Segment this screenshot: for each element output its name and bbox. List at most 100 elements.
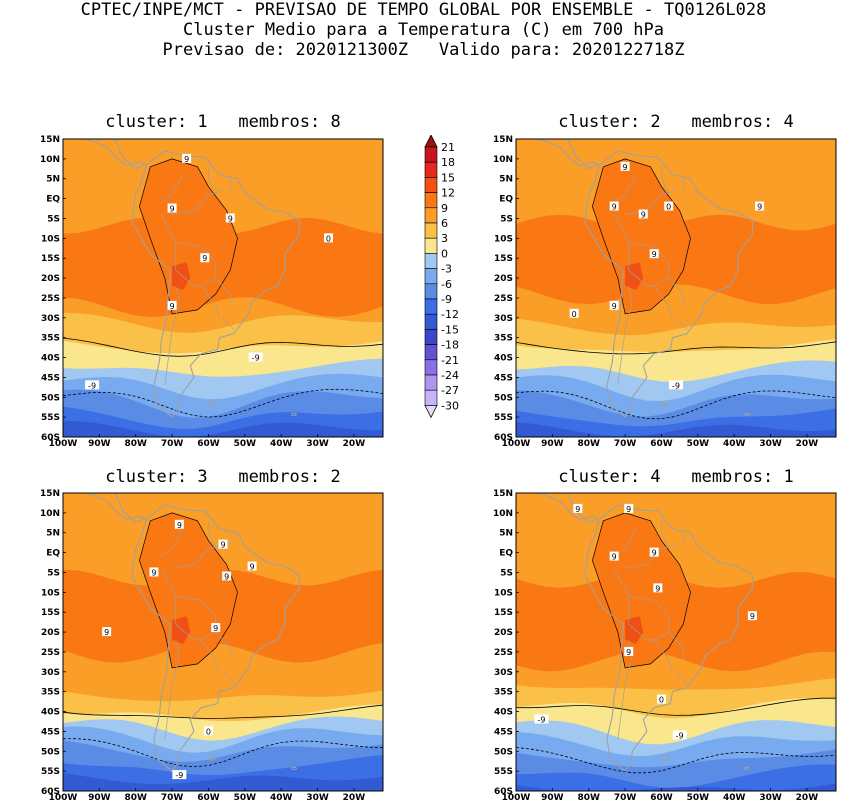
- subtitle-variable: Cluster Medio para a Temperatura (C) em …: [182, 20, 665, 40]
- contour-label: 9: [755, 201, 765, 212]
- latitude-label: 50S: [494, 747, 513, 757]
- latitude-label: 10N: [493, 509, 513, 519]
- svg-text:9: 9: [612, 553, 617, 562]
- colorbar-tick-label: -24: [441, 369, 459, 382]
- latitude-label: 25S: [494, 294, 513, 304]
- panel-3-title: cluster: 3 membros: 2: [105, 467, 341, 487]
- latitude-label: 20S: [494, 274, 513, 284]
- south-america-coastline: [584, 504, 753, 772]
- temperature-band-bm15: [63, 773, 383, 791]
- country-border: [628, 241, 684, 306]
- colorbar-tick-label: -3: [441, 263, 452, 276]
- latitude-label: 15N: [493, 489, 513, 499]
- contour-label: -9: [248, 352, 263, 363]
- latitude-label: 30S: [494, 314, 513, 324]
- latitude-label: 55S: [41, 413, 60, 423]
- contour-line-minus-9: [516, 747, 836, 774]
- longitude-label: 60W: [650, 793, 673, 803]
- contour-label: 0: [323, 233, 333, 243]
- contour-label: 9: [747, 611, 757, 621]
- warm-core-contour: [139, 158, 238, 315]
- svg-text:9: 9: [151, 568, 156, 577]
- svg-text:9: 9: [652, 549, 657, 558]
- south-georgia-island: [743, 766, 750, 770]
- longitude-label: 80W: [578, 793, 601, 803]
- country-border: [160, 528, 184, 557]
- country-border: [613, 174, 637, 203]
- svg-text:9: 9: [177, 521, 182, 530]
- colorbar-segment: [424, 329, 438, 345]
- latitude-label: 35S: [41, 334, 60, 344]
- temperature-map-cluster-1: 9 9 9 9 9 0 -9 -9 15N 10N 5N EQ 5S 10S 15S 20S 25S 30S 35S…: [40, 135, 384, 449]
- svg-text:9: 9: [170, 205, 175, 214]
- latitude-label: 5N: [499, 529, 513, 539]
- contour-line-0: [516, 341, 836, 355]
- south-georgia-island: [290, 412, 297, 416]
- latitude-label: 5N: [46, 529, 60, 539]
- south-america-coastline: [584, 150, 753, 418]
- latitude-label: 40S: [41, 708, 60, 718]
- colorbar-tick-label: -12: [441, 308, 459, 321]
- latitude-label: 15S: [41, 254, 60, 264]
- colorbar-tick-label: 15: [441, 171, 455, 184]
- latitude-label: 60S: [41, 433, 60, 443]
- contour-label: 0: [203, 726, 213, 736]
- longitude-label: 80W: [125, 793, 148, 803]
- contour-label: -9: [669, 380, 683, 390]
- temperature-band-b12: [625, 616, 644, 644]
- contour-label: 9: [649, 249, 659, 259]
- contour-label: 9: [609, 551, 619, 562]
- colorbar-segment: [424, 253, 438, 269]
- latitude-label: 20S: [41, 628, 60, 638]
- latitude-label: 40S: [494, 708, 513, 718]
- colorbar-top-arrow: [424, 135, 438, 148]
- longitude-label: 40W: [723, 439, 746, 449]
- south-georgia-island: [743, 412, 750, 416]
- longitude-label: 30W: [759, 439, 782, 449]
- colorbar-tick-label: 9: [441, 202, 448, 215]
- central-america-coastline: [535, 493, 600, 524]
- country-border: [160, 174, 184, 203]
- temperature-band-bm12: [516, 764, 836, 791]
- longitude-label: 90W: [88, 793, 111, 803]
- temperature-band-bm15: [516, 422, 836, 437]
- country-border: [661, 520, 670, 549]
- contour-label: 9: [573, 503, 583, 514]
- latitude-label: EQ: [499, 195, 513, 205]
- colorbar-tick-label: -27: [441, 384, 459, 397]
- latitude-label: 60S: [494, 433, 513, 443]
- longitude-label: 70W: [161, 439, 184, 449]
- colorbar-tick-label: 3: [441, 232, 448, 245]
- longitude-label: 100W: [49, 439, 78, 449]
- contour-line-minus-9: [516, 390, 836, 420]
- contour-label: 9: [609, 300, 619, 311]
- latitude-label: 5N: [499, 175, 513, 185]
- falkland-islands: [207, 401, 217, 407]
- svg-text:9: 9: [652, 250, 657, 259]
- contour-label: 9: [638, 209, 648, 219]
- svg-text:-9: -9: [676, 731, 684, 740]
- panel-2-title: cluster: 2 membros: 4: [558, 112, 794, 132]
- colorbar-segment: [424, 207, 438, 224]
- longitude-label: 60W: [197, 439, 220, 449]
- colorbar-segment: [424, 146, 438, 163]
- temperature-band-b12: [172, 616, 191, 644]
- contour-label: 9: [653, 583, 663, 593]
- latitude-label: 50S: [41, 747, 60, 757]
- contour-label: -9: [672, 730, 687, 740]
- svg-text:9: 9: [757, 203, 762, 212]
- country-border: [675, 317, 688, 330]
- latitude-label: 5N: [46, 175, 60, 185]
- latitude-label: 45S: [494, 373, 513, 383]
- colorbar-segment: [424, 359, 438, 376]
- svg-text:0: 0: [572, 310, 577, 319]
- panel-1-title: cluster: 1 membros: 8: [105, 112, 341, 132]
- central-america-coastline: [82, 493, 147, 524]
- country-border: [200, 277, 220, 318]
- latitude-label: 15N: [40, 135, 60, 145]
- latitude-label: 45S: [41, 727, 60, 737]
- latitude-label: 15N: [493, 135, 513, 145]
- latitude-label: 55S: [41, 767, 60, 777]
- falkland-islands: [660, 401, 670, 407]
- country-border: [200, 631, 220, 672]
